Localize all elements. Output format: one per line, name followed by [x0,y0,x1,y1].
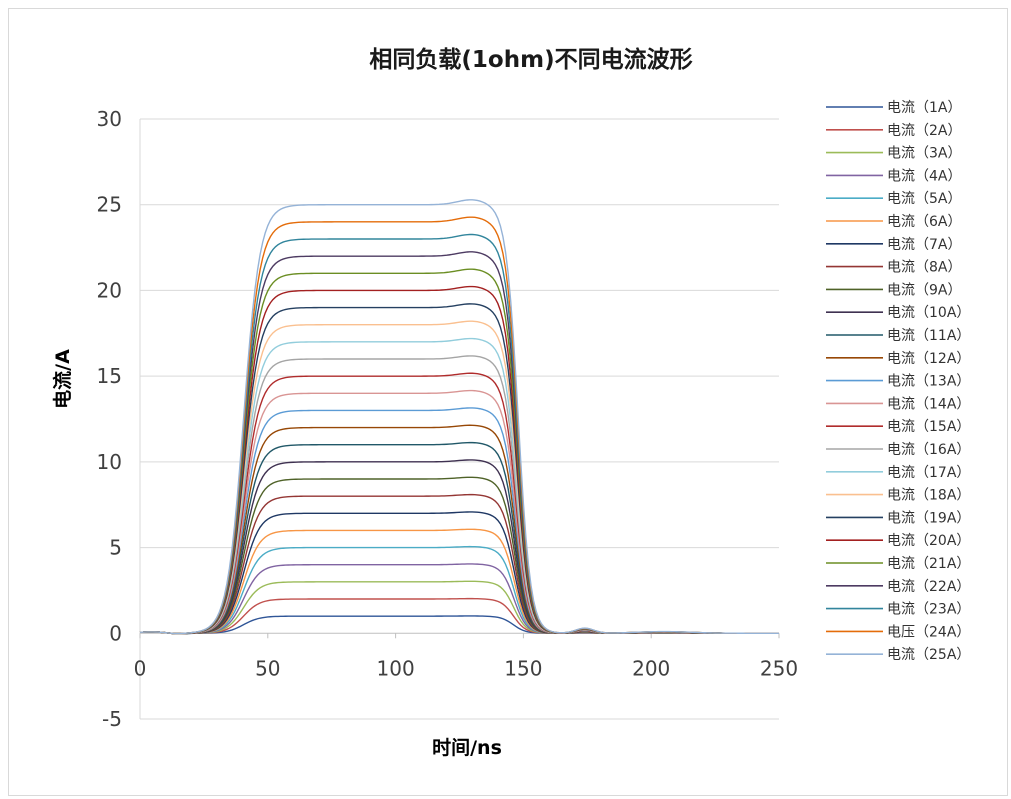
x-axis-title: 时间/ns [432,737,502,759]
legend-label: 电流（1A） [887,100,961,116]
legend-label: 电流（13A） [887,374,970,390]
legend-label: 电流（11A） [887,328,970,344]
legend-label: 电流（21A） [887,556,970,572]
legend-label: 电流（17A） [887,465,970,481]
legend-label: 电流（22A） [887,579,970,595]
y-tick-label: 10 [97,450,122,474]
legend-label: 电流（19A） [887,510,970,526]
tick-labels: -5 0 5 10 15 20 25 30 0 50 100 150 200 250 [97,107,799,731]
series-line-25 [139,199,779,635]
legend-label: 电流（2A） [887,123,961,139]
y-tick-label: 15 [97,364,122,388]
legend-label: 电流（10A） [887,305,970,321]
chart-title: 相同负载(1ohm)不同电流波形 [369,46,692,73]
legend-label: 电流（9A） [887,282,961,298]
current-waveform-chart: 相同负载(1ohm)不同电流波形 -5 0 5 10 15 20 25 30 0 50 100 150… [51,46,970,759]
legend: 电流（1A） 电流（2A） 电流（3A） 电流（4A） 电流（5A） 电流（6A） 电流（7… [826,100,970,663]
y-tick-label: 25 [97,193,122,217]
x-tick-label: 150 [504,656,542,680]
legend-label: 电流（20A） [887,533,970,549]
x-tick-label: 200 [632,656,670,680]
x-tick-label: 0 [134,656,147,680]
legend-label: 电流（14A） [887,396,970,412]
x-tick-label: 50 [255,656,280,680]
legend-label: 电流（18A） [887,488,970,504]
legend-label: 电流（6A） [887,214,961,230]
legend-label: 电流（3A） [887,146,961,162]
legend-label: 电流（23A） [887,602,970,618]
legend-label: 电流（5A） [887,191,961,207]
y-tick-label: 30 [97,107,122,131]
legend-label: 电流（7A） [887,237,961,253]
legend-label: 电流（12A） [887,351,970,367]
y-tick-label: -5 [102,707,122,731]
legend-label: 电流（16A） [887,442,970,458]
y-axis-title: 电流/A [51,349,74,409]
x-tick-label: 100 [377,656,415,680]
y-tick-label: 0 [109,621,122,645]
legend-label: 电流（8A） [887,260,961,276]
y-tick-label: 5 [109,536,122,560]
legend-label: 电流（4A） [887,168,961,184]
legend-label: 电流（15A） [887,419,970,435]
legend-label: 电流（25A） [887,647,970,663]
series-lines [139,199,779,635]
legend-label: 电压（24A） [887,624,970,640]
x-tick-label: 250 [760,656,798,680]
chart-frame: 相同负载(1ohm)不同电流波形 -5 0 5 10 15 20 25 30 0 50 100 150… [8,8,1008,796]
y-tick-label: 20 [97,278,122,302]
